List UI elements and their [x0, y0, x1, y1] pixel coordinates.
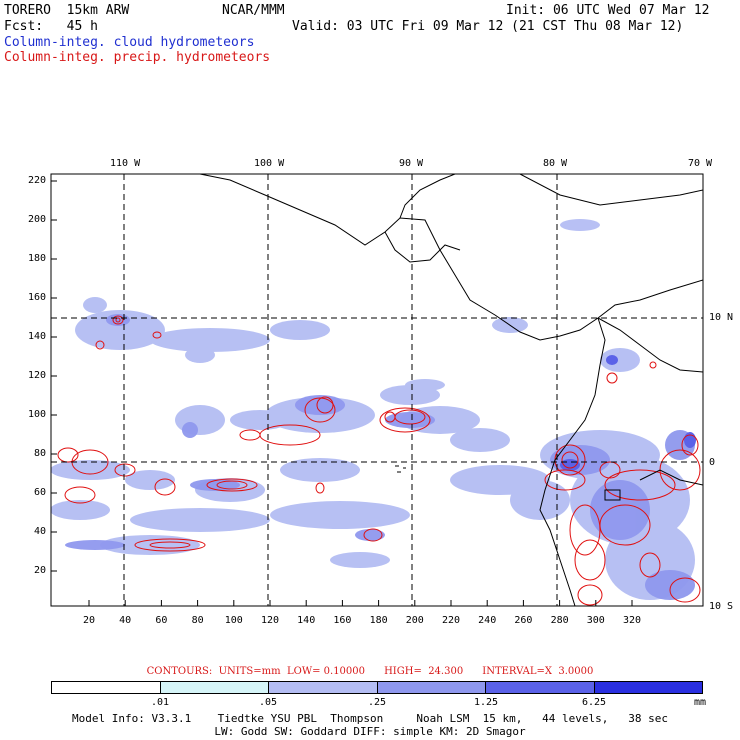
field-precip-label: Column-integ. precip. hydrometeors — [4, 50, 271, 65]
colorbar-segment — [594, 682, 702, 693]
colorbar-label: .05 — [258, 697, 278, 708]
y-tick-label: 40 — [33, 526, 46, 537]
lat-label-10s: 10 S — [709, 601, 734, 612]
lon-label-100w: 100 W — [254, 158, 285, 169]
center-name: NCAR/MMM — [222, 3, 285, 18]
y-tick-label: 180 — [27, 253, 46, 264]
lon-label-110w: 110 W — [110, 158, 141, 169]
colorbar-segment — [377, 682, 486, 693]
colorbar-segment — [486, 682, 595, 693]
y-tick-label: 80 — [33, 448, 46, 459]
precip-contours — [57, 315, 701, 606]
y-tick-label: 200 — [27, 214, 46, 225]
y-tick-label: 60 — [33, 487, 46, 498]
x-tick-label: 200 — [405, 615, 424, 626]
valid-time: Valid: 03 UTC Fri 09 Mar 12 (21 CST Thu … — [292, 19, 684, 34]
cloud-shading-dark — [65, 314, 695, 600]
colorbar-segment — [160, 682, 269, 693]
x-tick-label: 20 — [82, 615, 96, 626]
lon-label-80w: 80 W — [543, 158, 568, 169]
graticule — [51, 174, 703, 606]
x-tick-label: 60 — [155, 615, 168, 626]
lat-label-0: 0 — [709, 457, 716, 468]
field-cloud-label: Column-integ. cloud hydrometeors — [4, 35, 255, 50]
colorbar-unit: mm — [694, 697, 707, 708]
x-tick-label: 320 — [622, 615, 642, 626]
colorbar-label: 1.25 — [473, 697, 499, 708]
forecast-hour: Fcst: 45 h — [4, 19, 98, 34]
x-tick-label: 240 — [478, 615, 497, 626]
lat-label-10n: 10 N — [709, 312, 734, 323]
x-tick-label: 80 — [191, 615, 204, 626]
y-tick-label: 20 — [33, 565, 46, 576]
model-info-line1: Model Info: V3.3.1 Tiedtke YSU PBL Thomp… — [71, 712, 669, 725]
lon-label-70w: 70 W — [688, 158, 713, 169]
colorbar-label: .01 — [150, 697, 170, 708]
y-tick-label: 160 — [27, 292, 46, 303]
x-tick-label: 260 — [514, 615, 533, 626]
contour-info: CONTOURS: UNITS=mm LOW= 0.10000 HIGH= 24… — [146, 666, 594, 677]
x-tick-label: 300 — [586, 615, 605, 626]
x-tick-label: 280 — [550, 615, 569, 626]
y-tick-label: 120 — [27, 370, 46, 381]
tick-marks — [51, 180, 633, 606]
init-time: Init: 06 UTC Wed 07 Mar 12 — [506, 3, 710, 18]
x-tick-label: 140 — [297, 615, 316, 626]
x-tick-label: 180 — [369, 615, 388, 626]
y-tick-label: 100 — [27, 409, 46, 420]
colorbar-label: 6.25 — [581, 697, 607, 708]
colorbar-label: .25 — [367, 697, 387, 708]
x-tick-label: 160 — [333, 615, 352, 626]
y-tick-label: 140 — [27, 331, 46, 342]
y-tick-label: 220 — [27, 175, 46, 186]
plot-frame — [50, 173, 704, 607]
model-name: TORERO 15km ARW — [4, 3, 130, 18]
colorbar-segment — [52, 682, 161, 693]
colorbar-segment — [269, 682, 378, 693]
colorbar — [51, 681, 703, 694]
x-tick-label: 220 — [441, 615, 461, 626]
model-info-line2: LW: Godd SW: Goddard DIFF: simple KM: 2D… — [214, 725, 526, 738]
x-tick-label: 100 — [224, 615, 243, 626]
x-tick-label: 40 — [119, 615, 132, 626]
map-fields — [51, 174, 703, 606]
lon-label-90w: 90 W — [399, 158, 424, 169]
x-tick-label: 120 — [260, 615, 280, 626]
coastlines — [199, 174, 703, 606]
